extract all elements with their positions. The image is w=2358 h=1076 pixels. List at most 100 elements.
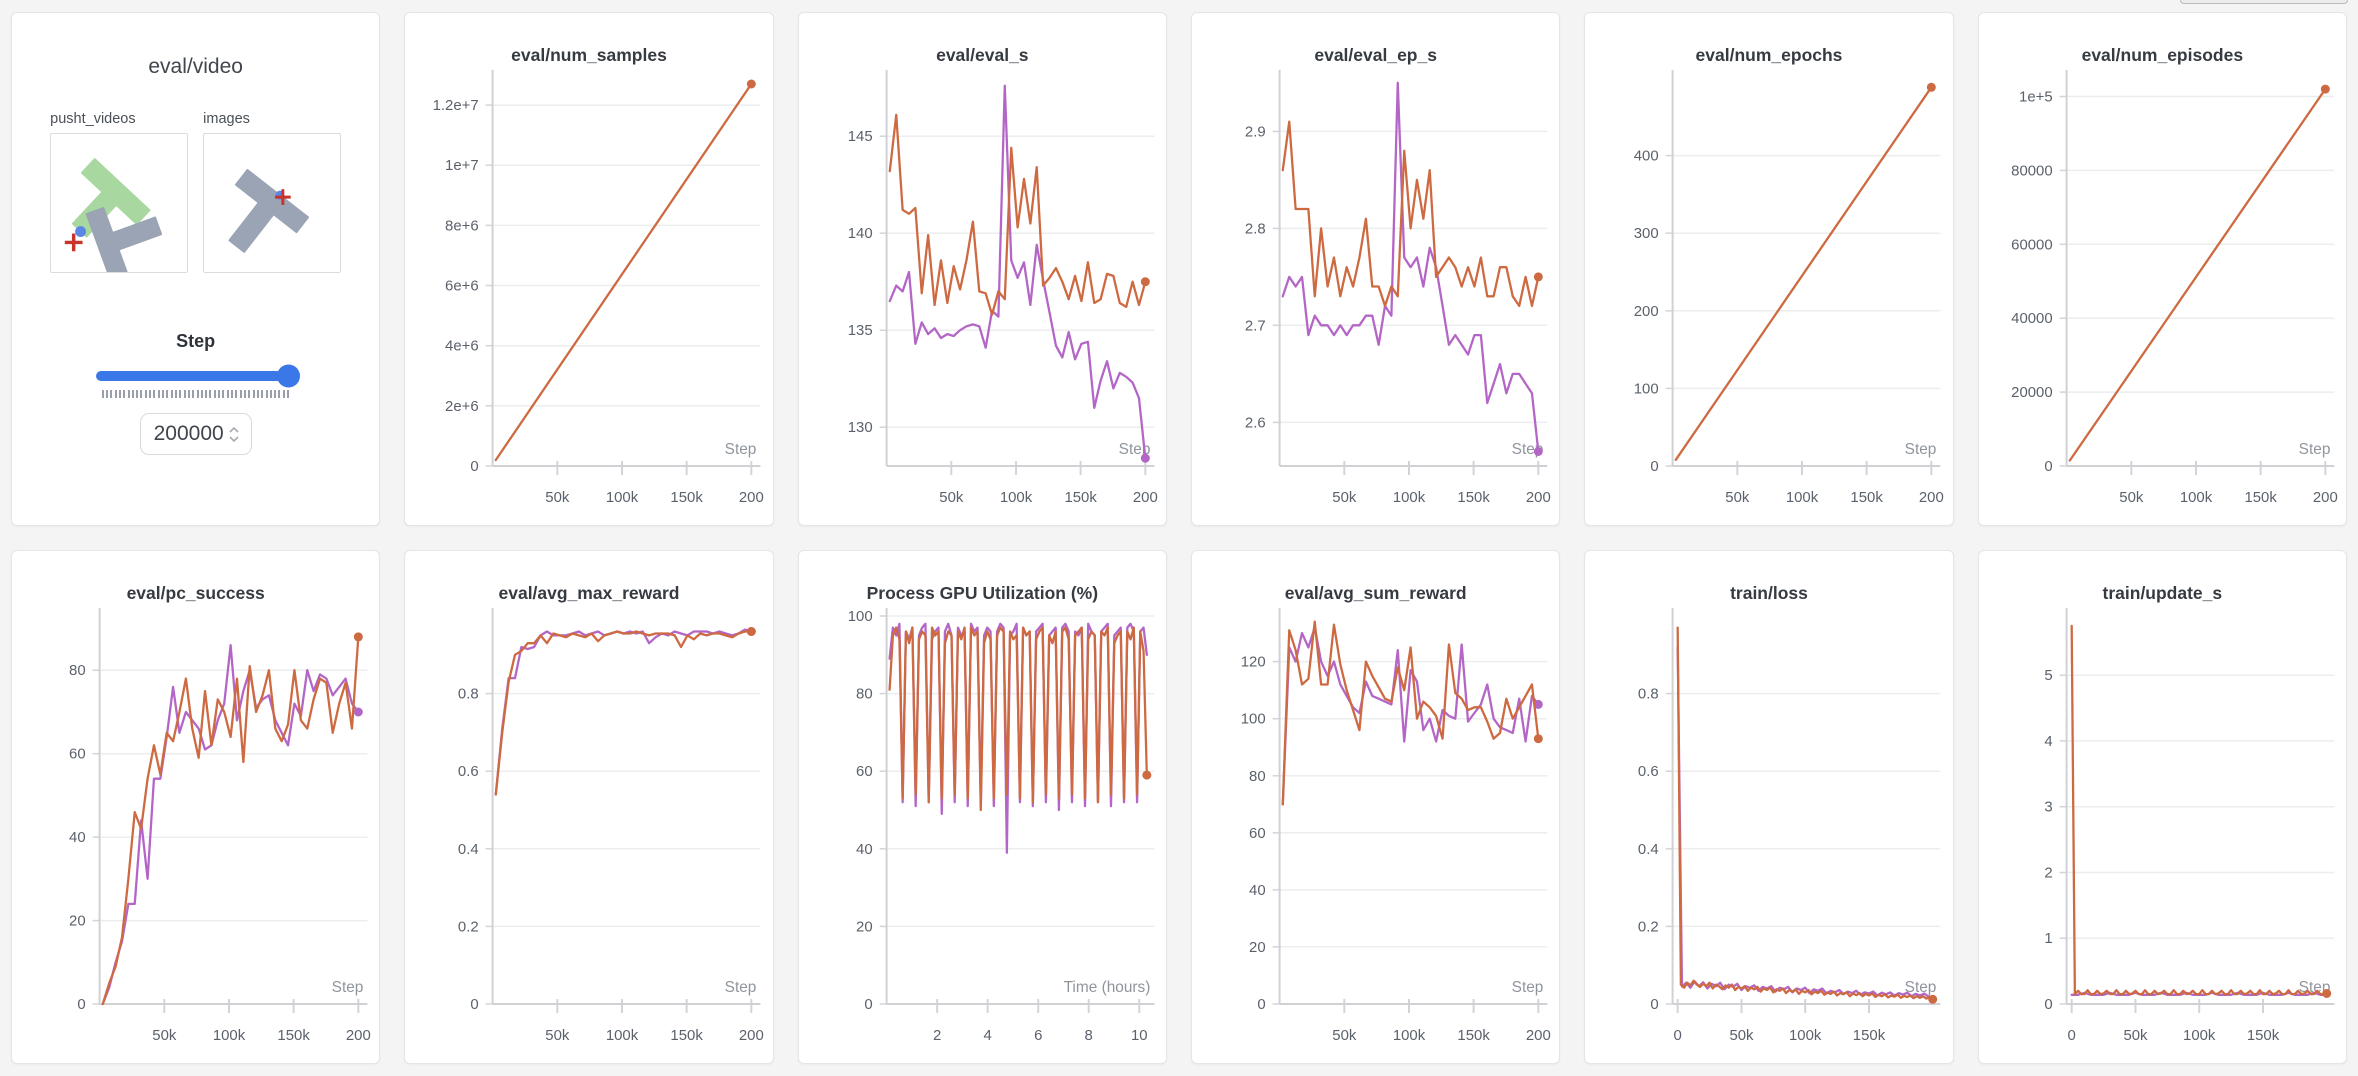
svg-text:Step: Step	[1905, 979, 1937, 996]
svg-text:2: 2	[933, 1027, 941, 1044]
svg-text:0.6: 0.6	[458, 763, 479, 780]
chart-panel-num-epochs: eval/num_epochs 0 100 200 300 400 50k 100k 150k…	[1584, 12, 1954, 526]
svg-text:120: 120	[1241, 654, 1266, 671]
svg-text:1e+5: 1e+5	[2019, 88, 2053, 105]
svg-text:150k: 150k	[1853, 1027, 1886, 1044]
chart-canvas-pc-success[interactable]: 0 20 40 60 80 50k 100k 150k 200 Step	[12, 606, 379, 1058]
svg-text:Step: Step	[1905, 441, 1937, 458]
chart-title: eval/num_samples	[511, 45, 667, 65]
chart-canvas-avg-max-reward[interactable]: 0 0.2 0.4 0.6 0.8 50k 100k 150k 200 Step	[405, 606, 772, 1058]
step-slider[interactable]	[95, 364, 300, 387]
images-thumbnail[interactable]	[203, 133, 342, 273]
chart-title: eval/avg_sum_reward	[1284, 583, 1467, 603]
step-slider-track[interactable]	[95, 370, 296, 381]
media-panel-eval-video: eval/video pusht_videos images	[11, 12, 381, 526]
svg-text:0: 0	[864, 996, 872, 1013]
svg-text:50k: 50k	[152, 1027, 177, 1044]
svg-text:0: 0	[1674, 1027, 1682, 1044]
step-spinner[interactable]	[229, 426, 239, 442]
pusht-videos-thumbnail[interactable]	[50, 133, 189, 273]
svg-text:60: 60	[69, 746, 86, 763]
svg-text:130: 130	[847, 419, 872, 436]
svg-text:0: 0	[2067, 1027, 2075, 1044]
svg-text:150k: 150k	[2246, 1027, 2279, 1044]
svg-text:0: 0	[2044, 996, 2052, 1013]
svg-text:0: 0	[471, 458, 479, 475]
step-input[interactable]	[152, 422, 225, 446]
svg-text:20: 20	[69, 913, 86, 930]
media-panel-title: eval/video	[148, 55, 243, 78]
svg-text:50k: 50k	[1332, 489, 1357, 506]
svg-text:Time (hours): Time (hours)	[1063, 979, 1150, 996]
svg-text:2.9: 2.9	[1245, 123, 1266, 140]
svg-text:2.8: 2.8	[1245, 220, 1266, 237]
goal-cross	[64, 233, 83, 252]
svg-text:150k: 150k	[1457, 1027, 1490, 1044]
svg-text:100k: 100k	[999, 489, 1032, 506]
svg-text:0.6: 0.6	[1638, 763, 1659, 780]
svg-text:6e+6: 6e+6	[445, 277, 479, 294]
chart-canvas-avg-sum-reward[interactable]: 0 20 40 60 80 100 120 50k 100k 150k 200 Step	[1192, 606, 1559, 1058]
image-frame	[228, 169, 310, 253]
svg-text:50k: 50k	[2123, 1027, 2148, 1044]
svg-text:100k: 100k	[606, 489, 639, 506]
svg-text:Step: Step	[725, 979, 757, 996]
svg-text:300: 300	[1634, 225, 1659, 242]
svg-text:40: 40	[69, 829, 86, 846]
step-slider-thumb[interactable]	[276, 364, 300, 387]
chart-panel-num-episodes: eval/num_episodes 0 20000 40000 60000 80000 1…	[1977, 12, 2347, 526]
step-slider-label: Step	[176, 331, 216, 351]
chart-canvas-num-epochs[interactable]: 0 100 200 300 400 50k 100k 150k 200 Step	[1585, 68, 1952, 520]
svg-text:1.2e+7: 1.2e+7	[433, 97, 479, 114]
chart-canvas-train-loss[interactable]: 0 0.2 0.4 0.6 0.8 0 50k 100k 150k Step	[1585, 606, 1952, 1058]
svg-text:80: 80	[69, 662, 86, 679]
chart-canvas-eval-s[interactable]: 130 135 140 145 50k 100k 150k 200 Step	[799, 68, 1166, 520]
chart-title: eval/num_episodes	[2081, 45, 2244, 65]
step-input-box[interactable]	[139, 413, 252, 455]
svg-text:150k: 150k	[1457, 489, 1490, 506]
pusht-video-frame	[64, 158, 163, 272]
svg-text:Step: Step	[2298, 441, 2330, 458]
svg-text:50k: 50k	[1332, 1027, 1357, 1044]
chart-title: Process GPU Utilization (%)	[866, 583, 1099, 603]
svg-text:10: 10	[1131, 1027, 1148, 1044]
chart-panel-train-loss: train/loss 0 0.2 0.4 0.6 0.8 0 50k 100k 150k Step	[1584, 550, 1954, 1064]
chart-canvas-num-episodes[interactable]: 0 20000 40000 60000 80000 1e+5 50k 100k 150k 200 S…	[1979, 68, 2346, 520]
svg-text:100k: 100k	[1393, 1027, 1426, 1044]
chart-title: eval/eval_ep_s	[1314, 45, 1437, 65]
svg-text:100k: 100k	[2183, 1027, 2216, 1044]
chart-panel-pc-success: eval/pc_success 0 20 40 60 80 50k 100k 150k 200 S…	[11, 550, 381, 1064]
agent-dot	[75, 226, 87, 237]
svg-text:4: 4	[983, 1027, 991, 1044]
chart-canvas-gpu-utilization[interactable]: 0 20 40 60 80 100 2 4 6 8 10 Time (hours)	[799, 606, 1166, 1058]
chevron-up-icon[interactable]	[229, 426, 239, 433]
svg-text:60: 60	[856, 763, 873, 780]
svg-text:100k: 100k	[1393, 489, 1426, 506]
chart-canvas-num-samples[interactable]: 0 2e+6 4e+6 6e+6 8e+6 1e+7 1.2e+7 50k 100k 150k 20…	[405, 68, 772, 520]
svg-text:200: 200	[2313, 489, 2338, 506]
svg-text:100k: 100k	[1789, 1027, 1822, 1044]
svg-text:200: 200	[346, 1027, 371, 1044]
chart-title: eval/avg_max_reward	[498, 583, 680, 603]
svg-text:20000: 20000	[2011, 384, 2053, 401]
svg-text:80: 80	[856, 686, 873, 703]
svg-text:Step: Step	[1512, 979, 1544, 996]
svg-text:0: 0	[2044, 458, 2052, 475]
chevron-down-icon[interactable]	[229, 435, 239, 442]
svg-text:135: 135	[847, 322, 872, 339]
svg-text:40000: 40000	[2011, 310, 2053, 327]
offscreen-element-edge	[2180, 0, 2348, 4]
svg-text:50k: 50k	[546, 489, 571, 506]
svg-text:8: 8	[1084, 1027, 1092, 1044]
chart-title: eval/num_epochs	[1695, 45, 1843, 65]
svg-text:0: 0	[471, 996, 479, 1013]
chart-title: train/loss	[1730, 583, 1808, 603]
svg-text:150k: 150k	[671, 1027, 704, 1044]
step-slider-ruler	[101, 390, 290, 398]
chart-title: train/update_s	[2102, 583, 2223, 603]
media-thumbnails	[12, 133, 379, 273]
svg-text:2: 2	[2044, 864, 2052, 881]
svg-text:50k: 50k	[1730, 1027, 1755, 1044]
